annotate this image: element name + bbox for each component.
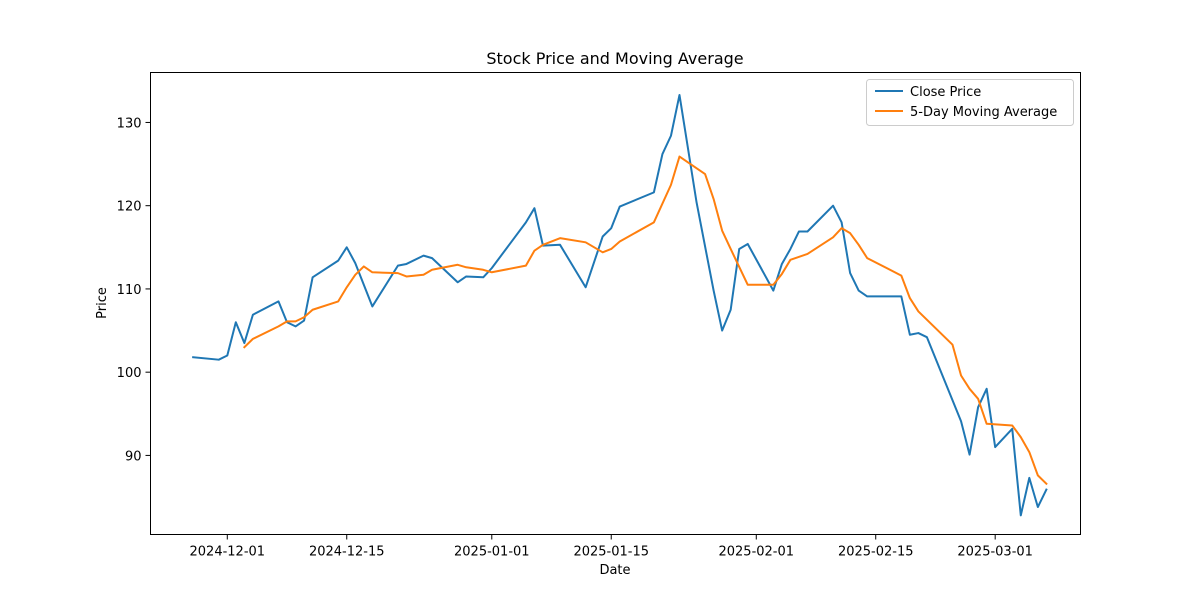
x-tick-label: 2024-12-01 bbox=[190, 545, 266, 560]
x-tick-label: 2025-01-01 bbox=[454, 545, 530, 560]
x-tick-label: 2025-02-15 bbox=[838, 545, 914, 560]
y-tick-label: 90 bbox=[125, 449, 142, 464]
plot-frame bbox=[150, 72, 1081, 535]
y-axis-label: Price bbox=[95, 287, 110, 319]
legend-label-0: Close Price bbox=[910, 85, 981, 100]
y-tick-label: 100 bbox=[117, 366, 142, 381]
y-axis: 90 100 110 120 130 bbox=[117, 116, 151, 464]
series-layer bbox=[192, 93, 1048, 517]
y-tick-label: 110 bbox=[117, 283, 142, 298]
y-tick-label: 120 bbox=[117, 200, 142, 215]
x-tick-label: 2025-02-01 bbox=[718, 545, 794, 560]
series-line-1 bbox=[242, 155, 1048, 486]
legend-frame bbox=[866, 79, 1074, 126]
x-tick-label: 2025-01-15 bbox=[573, 545, 649, 560]
legend: Close Price 5-Day Moving Average bbox=[866, 79, 1074, 126]
series-line-0 bbox=[192, 93, 1048, 517]
x-axis: 2024-12-01 2024-12-15 2025-01-01 2025-01-15… bbox=[190, 534, 1033, 560]
y-tick-label: 130 bbox=[117, 116, 142, 131]
x-tick-label: 2024-12-15 bbox=[309, 545, 385, 560]
chart-title: Stock Price and Moving Average bbox=[486, 49, 743, 68]
legend-label-1: 5-Day Moving Average bbox=[910, 105, 1057, 120]
x-tick-label: 2025-03-01 bbox=[957, 545, 1033, 560]
x-axis-label: Date bbox=[599, 563, 630, 578]
